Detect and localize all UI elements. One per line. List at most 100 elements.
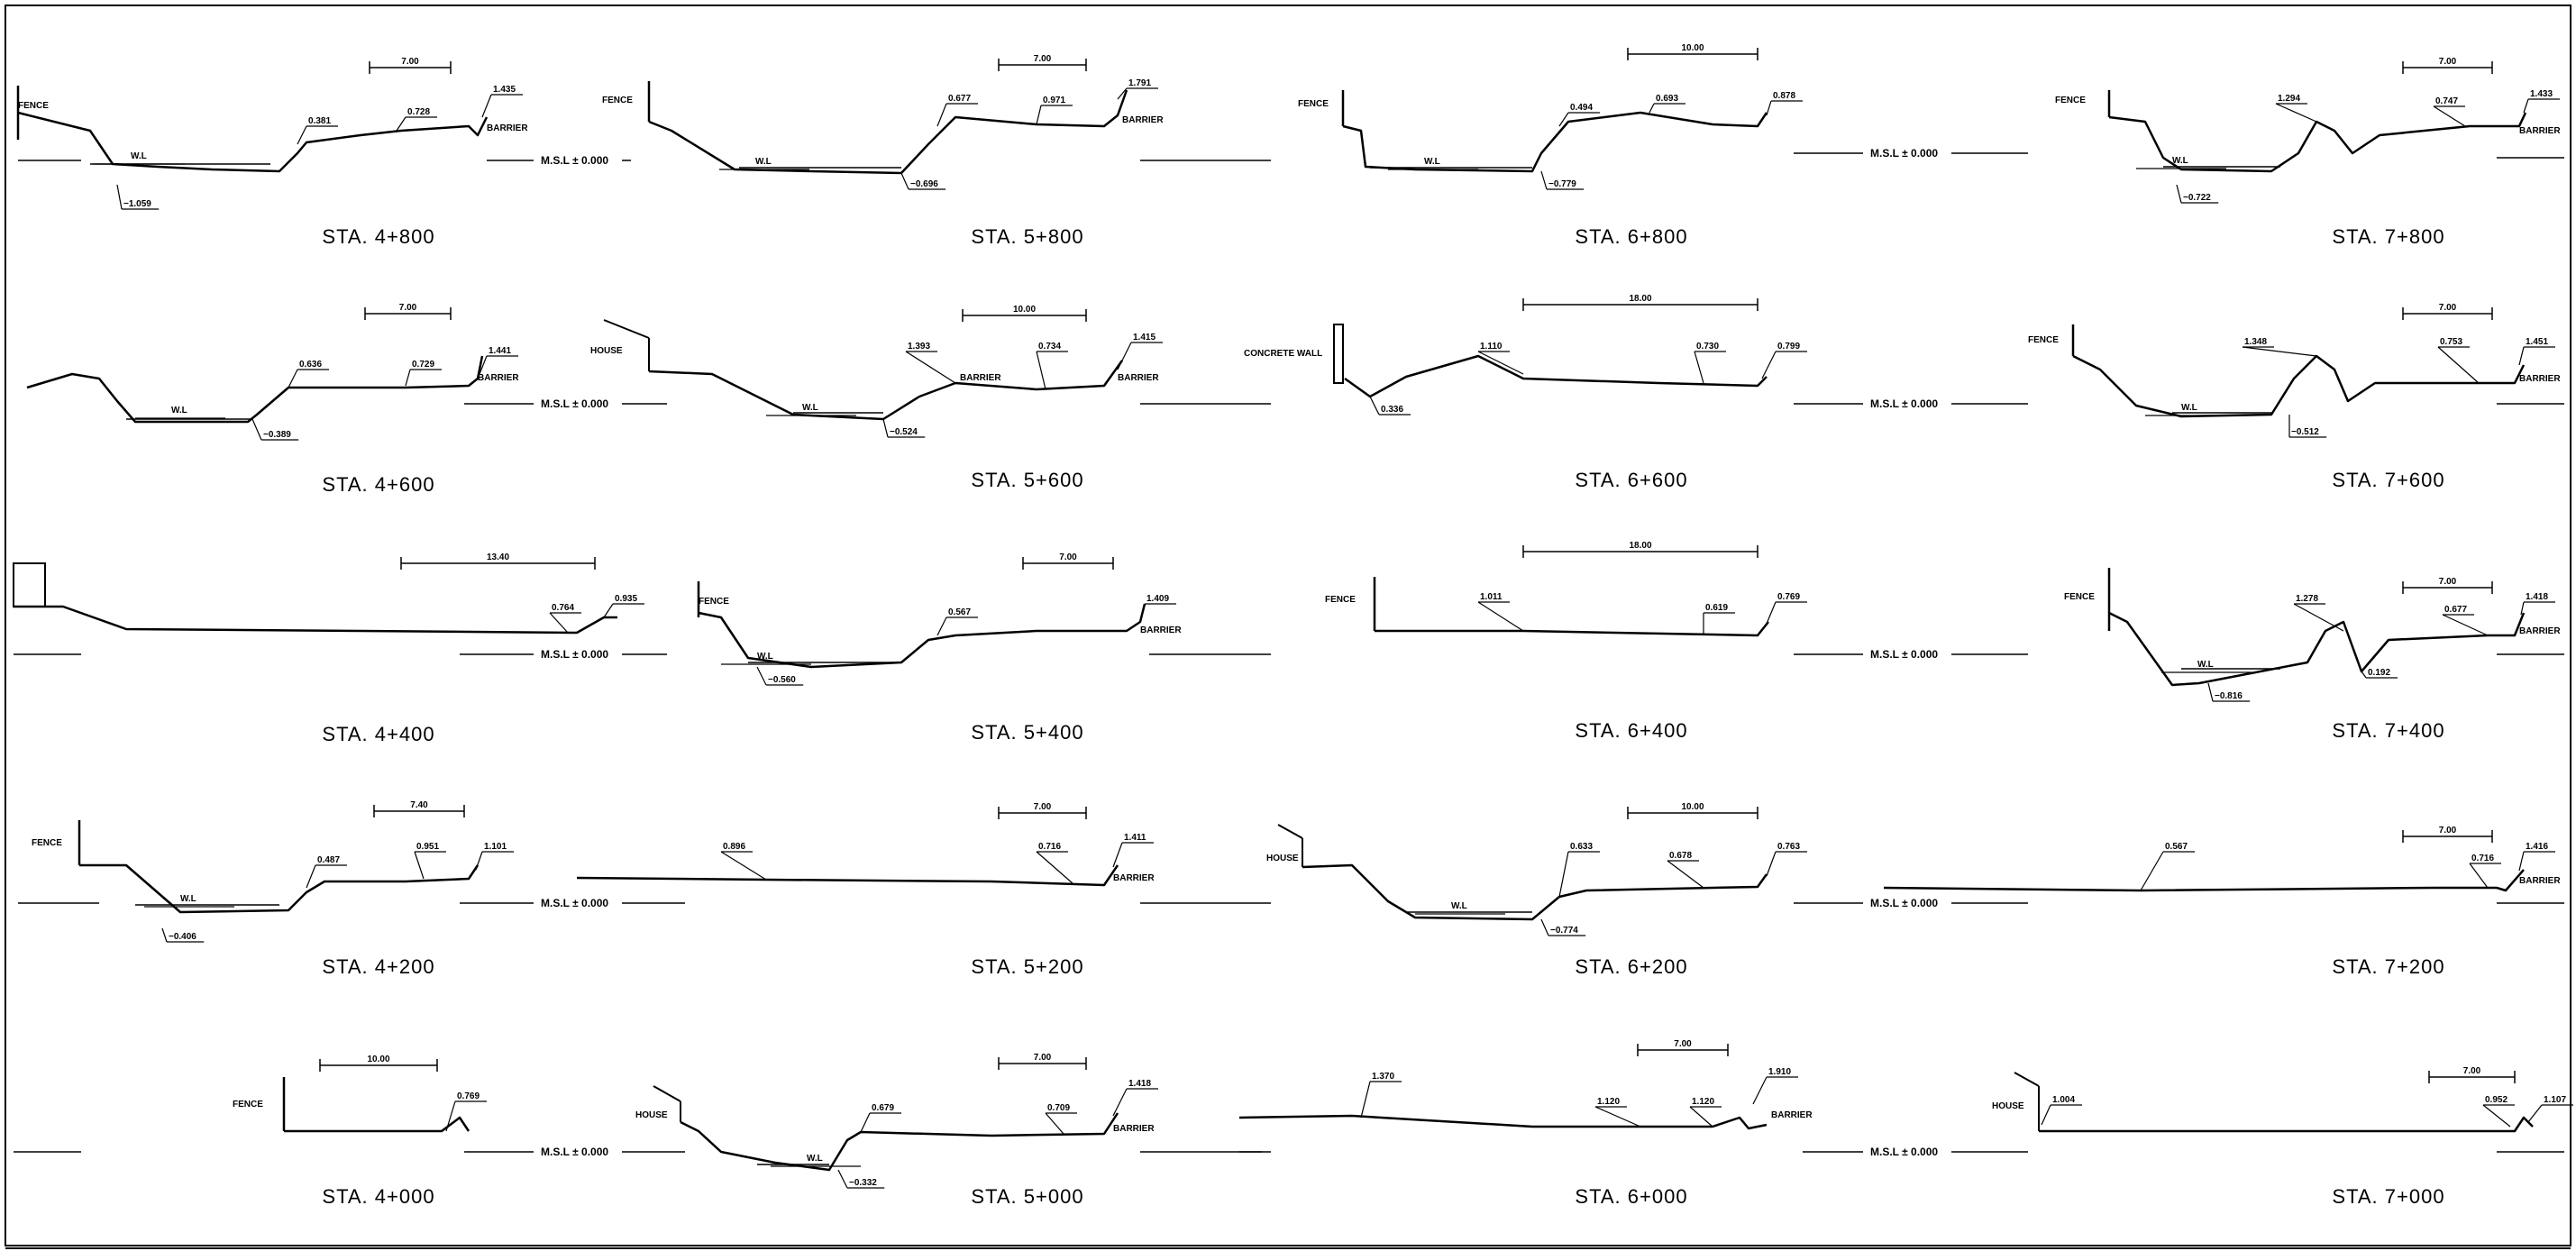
- elevation-label: 0.567: [2165, 842, 2188, 852]
- leader-line: [2361, 671, 2367, 679]
- elevation-label: 1.418: [2526, 592, 2548, 602]
- house-roof: [653, 1085, 681, 1102]
- cross-section-7-400: FENCE W.L −0.816 1.278 0.192 0.677 1.418 BARRIE…: [2064, 568, 2564, 742]
- cross-section-4-400: 0.764 0.935 13.40 M.S.L ± 0.000 STA. 4+400: [13, 552, 667, 745]
- dimension-label: 18.00: [1629, 541, 1651, 551]
- leader-line: [1117, 342, 1132, 370]
- elevation-label: 1.110: [1480, 342, 1503, 352]
- cross-section-5-000: HOUSE W.L −0.332 0.679 0.709 1.418 BARRIER 7.00…: [635, 1053, 1271, 1208]
- leader-line: [1558, 112, 1569, 127]
- leader-line: [1540, 170, 1548, 190]
- leader-line: [2523, 98, 2529, 114]
- leader-line: [2527, 1104, 2543, 1123]
- leader-line: [1369, 396, 1380, 415]
- elevation-label: 1.393: [908, 342, 930, 352]
- leader-line: [288, 369, 298, 388]
- barrier-label: BARRIER: [1122, 115, 1164, 125]
- elevation-label: 1.791: [1128, 78, 1151, 88]
- leader-line: [1477, 601, 1524, 632]
- cross-section-7-800: FENCE W.L −0.722 1.294 0.747 1.433 BARRIER 7.00…: [2055, 57, 2564, 248]
- dimension-label: 7.00: [2463, 1066, 2481, 1076]
- elevation-label: −0.332: [849, 1178, 877, 1188]
- station-title: STA. 7+200: [2332, 955, 2444, 978]
- elevation-label: 0.896: [723, 842, 745, 852]
- fence-label: FENCE: [1298, 99, 1329, 109]
- structure-outline: [13, 562, 46, 607]
- dimension-label: 10.00: [367, 1055, 389, 1064]
- elevation-label: 0.763: [1777, 842, 1800, 852]
- leader-line: [837, 1169, 848, 1189]
- elevation-label: 1.415: [1133, 333, 1156, 342]
- cross-section-5-400: FENCE W.L −0.560 0.567 1.409 BARRIER 7.00 STA. …: [697, 552, 1271, 744]
- elevation-label: −0.816: [2215, 691, 2243, 701]
- station-title: STA. 6+600: [1575, 469, 1687, 491]
- station-title: STA. 5+800: [971, 225, 1083, 248]
- msl-label: M.S.L ± 0.000: [1870, 1146, 1938, 1158]
- dimension-label: 7.00: [1059, 552, 1077, 562]
- leader-line: [2242, 346, 2317, 357]
- elevation-label: 1.910: [1768, 1067, 1791, 1077]
- leader-line: [1752, 1076, 1768, 1105]
- leader-line: [1761, 351, 1777, 379]
- sheet-border: [5, 5, 2571, 1246]
- dimension-label: 10.00: [1013, 305, 1036, 315]
- water-level-label: W.L: [802, 403, 818, 413]
- station-title: STA. 4+400: [322, 723, 434, 745]
- ground-profile: [1238, 1114, 1768, 1130]
- elevation-label: 1.411: [1124, 833, 1146, 843]
- elevation-label: 0.677: [948, 94, 971, 104]
- barrier-label: BARRIER: [2519, 126, 2561, 136]
- leader-line: [2293, 603, 2344, 632]
- leader-line: [2176, 184, 2182, 204]
- station-title: STA. 4+000: [322, 1185, 434, 1208]
- elevation-label: −0.389: [263, 430, 291, 440]
- station-title: STA. 5+600: [971, 469, 1083, 491]
- fence-label: FENCE: [2028, 335, 2059, 345]
- leader-line: [2207, 682, 2214, 702]
- elevation-label: 0.769: [1777, 592, 1800, 602]
- ground-profile: [2039, 1116, 2534, 1133]
- fence-label: FENCE: [699, 597, 729, 607]
- elevation-label: 0.734: [1038, 342, 1061, 352]
- elevation-label: 0.729: [412, 360, 434, 370]
- leader-line: [1694, 351, 1704, 384]
- fence-label: FENCE: [1325, 595, 1356, 605]
- water-level-label: W.L: [2197, 660, 2214, 670]
- elevation-label: 0.487: [317, 855, 340, 865]
- elevation-label: 1.120: [1597, 1097, 1620, 1107]
- elevation-label: −1.059: [123, 199, 151, 209]
- barrier-label: BARRIER: [2519, 876, 2561, 886]
- barrier-label: BARRIER: [1140, 626, 1182, 635]
- ground-profile: [26, 355, 484, 424]
- leader-line: [306, 864, 316, 889]
- elevation-label: 0.709: [1047, 1103, 1070, 1113]
- leader-line: [1036, 105, 1042, 125]
- elevation-label: 0.381: [308, 116, 331, 126]
- leader-line: [905, 351, 956, 384]
- fence-label: FENCE: [233, 1100, 263, 1109]
- barrier-label: BARRIER: [1113, 873, 1155, 883]
- water-level-label: W.L: [1424, 157, 1440, 167]
- elevation-label: 0.677: [2444, 605, 2467, 615]
- ground-profile: [680, 1112, 1119, 1172]
- elevation-label: 1.441: [489, 346, 511, 356]
- msl-label: M.S.L ± 0.000: [541, 1146, 608, 1158]
- leader-line: [2469, 863, 2489, 889]
- ground-profile: [698, 603, 1146, 669]
- leader-line: [1766, 601, 1777, 625]
- house-label: HOUSE: [1266, 854, 1299, 863]
- elevation-label: 1.011: [1480, 592, 1503, 602]
- elevation-label: −0.524: [890, 427, 918, 437]
- fence-label: FENCE: [18, 101, 49, 111]
- cross-section-6-800: FENCE W.L −0.779 0.494 0.693 0.878 10.00 M.S.L …: [1298, 43, 2028, 248]
- station-title: STA. 6+000: [1575, 1185, 1687, 1208]
- water-level-label: W.L: [755, 157, 772, 167]
- house-roof: [2014, 1072, 2040, 1087]
- ground-profile: [1375, 621, 1769, 637]
- elevation-label: 0.951: [416, 842, 439, 852]
- leader-line: [1045, 1112, 1064, 1135]
- elevation-label: 0.336: [1381, 405, 1403, 415]
- elevation-label: −0.779: [1548, 179, 1576, 189]
- elevation-label: 0.747: [2435, 96, 2458, 106]
- ground-profile: [1344, 354, 1768, 398]
